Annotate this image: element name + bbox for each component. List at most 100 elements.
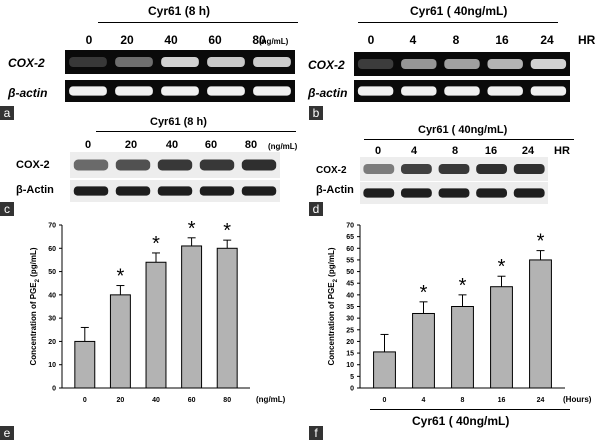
panel-d-lane-0: 0	[374, 145, 382, 157]
gel-band	[115, 56, 153, 68]
panel-a-lane-4: 80	[252, 33, 266, 47]
y-tick-label: 20	[346, 339, 354, 346]
y-tick-label: 30	[48, 316, 56, 323]
panel-a-tag: a	[0, 106, 14, 120]
y-tick-label: 35	[346, 304, 354, 311]
panel-f-group-label: Cyr61 ( 40ng/mL)	[412, 414, 510, 428]
panel-c-lane-4: 80	[244, 139, 258, 151]
gel-band	[444, 86, 480, 96]
panel-d-lane-4: 24	[521, 145, 535, 157]
panel-b-lane-4: 24	[540, 33, 554, 47]
panel-b-lane-0: 0	[367, 33, 375, 47]
x-tick-label: 4	[422, 397, 426, 404]
gel-band	[487, 86, 523, 96]
panel-c-row-actin: β-Actin	[16, 184, 54, 196]
x-tick-label: 0	[83, 397, 87, 404]
panel-c-tag: c	[0, 202, 14, 216]
gel-band	[363, 188, 395, 198]
panel-b-gel-actin	[354, 80, 570, 102]
y-tick-label: 50	[48, 269, 56, 276]
panel-c-bracket	[96, 131, 296, 132]
gel-band	[115, 186, 151, 196]
gel-band	[438, 163, 470, 175]
panel-b-lane-2: 8	[452, 33, 460, 47]
significance-marker: *	[537, 231, 545, 253]
panel-c-lane-1: 20	[124, 139, 138, 151]
gel-band	[241, 186, 277, 196]
significance-marker: *	[459, 275, 467, 297]
y-tick-label: 55	[346, 257, 354, 264]
y-tick-label: 70	[48, 223, 56, 230]
significance-marker: *	[117, 266, 125, 288]
gel-band	[115, 86, 153, 96]
gel-band	[401, 58, 437, 70]
bar	[412, 312, 435, 389]
bar	[74, 340, 96, 389]
panel-a-lane-2: 40	[164, 33, 178, 47]
gel-band	[73, 159, 109, 171]
bar	[490, 286, 513, 389]
panel-a-row-actin: β-actin	[8, 86, 48, 100]
bar	[451, 306, 474, 389]
gel-band	[513, 163, 545, 175]
gel-band	[199, 186, 235, 196]
gel-band	[476, 163, 508, 175]
gel-band	[161, 56, 199, 68]
y-tick-label: 65	[346, 234, 354, 241]
panel-c-unit: (ng/mL)	[268, 142, 298, 151]
y-tick-label: 10	[346, 362, 354, 369]
x-axis-title: (ng/mL)	[256, 395, 286, 404]
gel-band	[530, 86, 567, 96]
y-tick-label: 10	[48, 362, 56, 369]
gel-band	[73, 186, 109, 196]
x-tick-label: 16	[498, 397, 506, 404]
panel-c-row-cox2: COX-2	[16, 159, 50, 171]
panel-a-lane-3: 60	[208, 33, 222, 47]
panel-c-lane-0: 0	[84, 139, 92, 151]
panel-b-lane-1: 4	[409, 33, 417, 47]
bar	[181, 245, 203, 389]
panel-d-tag: d	[309, 202, 323, 216]
gel-band	[161, 86, 199, 96]
bar	[109, 294, 131, 389]
x-tick-label: 24	[537, 397, 545, 404]
panel-c-gel-actin	[70, 180, 280, 202]
y-tick-label: 0	[350, 386, 354, 393]
panel-f-group-line	[370, 409, 570, 410]
gel-band	[115, 159, 151, 171]
bar	[216, 247, 238, 389]
panel-d-title: Cyr61 ( 40ng/mL)	[418, 124, 508, 136]
x-tick-label: 60	[188, 397, 196, 404]
significance-marker: *	[152, 233, 160, 255]
panel-b-bracket	[358, 22, 558, 23]
significance-marker: *	[420, 282, 428, 304]
panel-d-lane-2: 8	[451, 145, 459, 157]
bar	[373, 351, 396, 389]
gel-band	[69, 86, 107, 96]
gel-band	[207, 56, 245, 68]
panel-c-lane-2: 40	[165, 139, 179, 151]
panel-d-unit: HR	[554, 145, 570, 157]
bar	[145, 261, 167, 389]
panel-a-lane-1: 20	[120, 33, 134, 47]
gel-band	[400, 188, 432, 198]
y-tick-label: 0	[52, 386, 56, 393]
gel-band	[400, 163, 432, 175]
panel-b-row-actin: β-actin	[308, 86, 348, 100]
gel-band	[207, 86, 245, 96]
gel-band	[438, 188, 470, 198]
panel-a-gel-actin	[65, 80, 295, 102]
gel-band	[401, 86, 437, 96]
y-tick-label: 50	[346, 269, 354, 276]
x-tick-label: 20	[117, 397, 125, 404]
gel-band	[253, 56, 291, 68]
x-tick-label: 0	[383, 397, 387, 404]
panel-a-unit: (ng/mL)	[259, 37, 289, 46]
panel-a-lane-0: 0	[85, 33, 93, 47]
gel-band	[357, 86, 394, 96]
panel-e-chart: 0 10 20 30 40 50 60 70 Concentration of PGE2 (pg…	[29, 218, 286, 404]
x-tick-label: 80	[223, 397, 231, 404]
bar	[529, 259, 552, 389]
significance-marker: *	[498, 256, 506, 278]
panel-a-row-cox2: COX-2	[8, 56, 45, 70]
